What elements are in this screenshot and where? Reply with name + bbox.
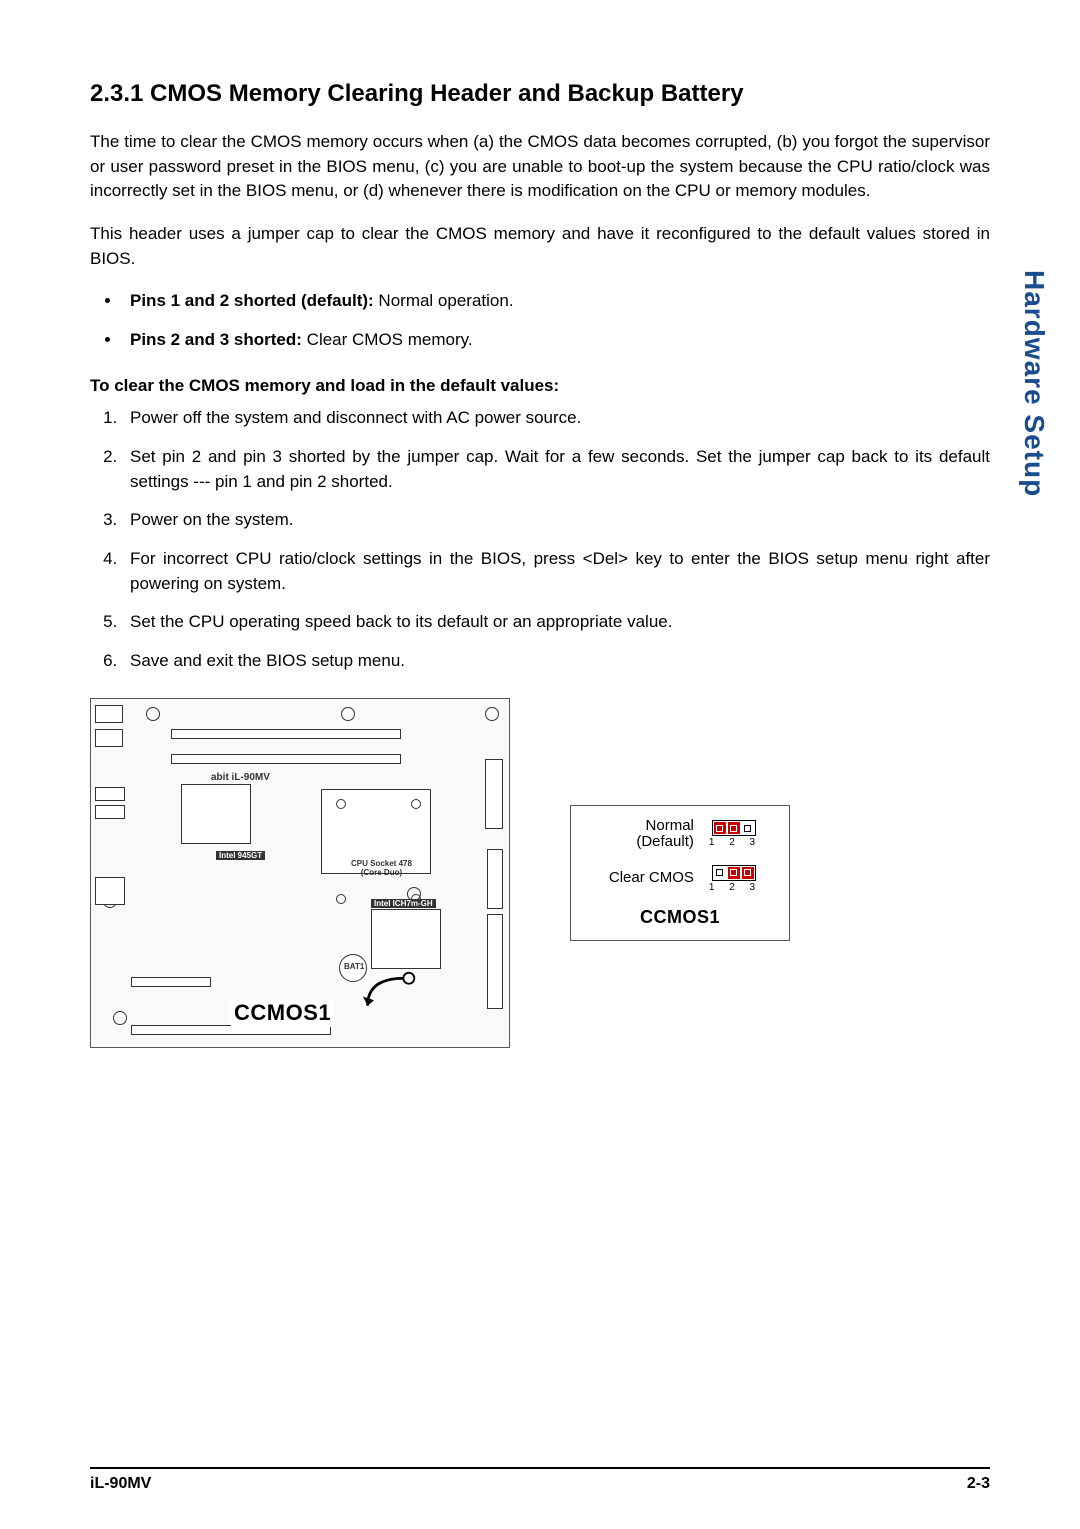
procedure-steps: Power off the system and disconnect with…	[122, 406, 990, 673]
procedure-heading: To clear the CMOS memory and load in the…	[90, 376, 990, 396]
step-6: Save and exit the BIOS setup menu.	[122, 649, 990, 674]
pin-options-list: Pins 1 and 2 shorted (default): Normal o…	[122, 289, 990, 352]
pin-option-2-text: Clear CMOS memory.	[302, 330, 473, 349]
sidebar-chapter-label: Hardware Setup	[1018, 270, 1050, 497]
step-4: For incorrect CPU ratio/clock settings i…	[122, 547, 990, 596]
motherboard-diagram: abit iL-90MV Intel 945GT CPU Socket 478 …	[90, 698, 510, 1048]
jumper-clear-pin-numbers: 1 2 3	[709, 882, 761, 893]
board-chipset1-label: Intel 945GT	[216, 851, 265, 860]
section-heading: 2.3.1 CMOS Memory Clearing Header and Ba…	[90, 80, 990, 108]
figure-row: abit iL-90MV Intel 945GT CPU Socket 478 …	[90, 698, 990, 1048]
step-5: Set the CPU operating speed back to its …	[122, 610, 990, 635]
board-cpu-socket-label: CPU Socket 478 (Core Duo)	[351, 859, 412, 877]
jumper-clear-pins: 1 2 3	[706, 865, 761, 893]
step-2: Set pin 2 and pin 3 shorted by the jumpe…	[122, 445, 990, 494]
pin-option-2-bold: Pins 2 and 3 shorted:	[130, 330, 302, 349]
intro-paragraph-1: The time to clear the CMOS memory occurs…	[90, 130, 990, 204]
intro-paragraph-2: This header uses a jumper cap to clear t…	[90, 222, 990, 271]
footer-model: iL-90MV	[90, 1475, 151, 1493]
jumper-normal-pin-numbers: 1 2 3	[709, 837, 761, 848]
footer-page-number: 2-3	[967, 1475, 990, 1493]
jumper-normal-pins: 1 2 3	[706, 820, 761, 848]
board-battery-label: BAT1	[344, 962, 364, 971]
pin-option-1-bold: Pins 1 and 2 shorted (default):	[130, 291, 374, 310]
jumper-normal-row: Normal (Default) 1 2 3	[581, 818, 779, 851]
step-1: Power off the system and disconnect with…	[122, 406, 990, 431]
jumper-normal-label: Normal (Default)	[599, 818, 694, 851]
pin-option-1: Pins 1 and 2 shorted (default): Normal o…	[122, 289, 990, 314]
jumper-settings-diagram: Normal (Default) 1 2 3 Clear CMOS	[570, 805, 790, 941]
jumper-clear-label: Clear CMOS	[599, 870, 694, 887]
pin-option-1-text: Normal operation.	[374, 291, 514, 310]
pin-option-2: Pins 2 and 3 shorted: Clear CMOS memory.	[122, 328, 990, 353]
callout-arrow-icon	[363, 967, 418, 1017]
board-model-label: abit iL-90MV	[211, 772, 270, 783]
jumper-clear-row: Clear CMOS 1 2 3	[581, 865, 779, 893]
step-3: Power on the system.	[122, 508, 990, 533]
board-ccmos-callout: CCMOS1	[231, 999, 334, 1027]
page-footer: iL-90MV 2-3	[90, 1467, 990, 1493]
board-chipset2-label: Intel ICH7m-GH	[371, 899, 436, 908]
jumper-title: CCMOS1	[581, 907, 779, 928]
